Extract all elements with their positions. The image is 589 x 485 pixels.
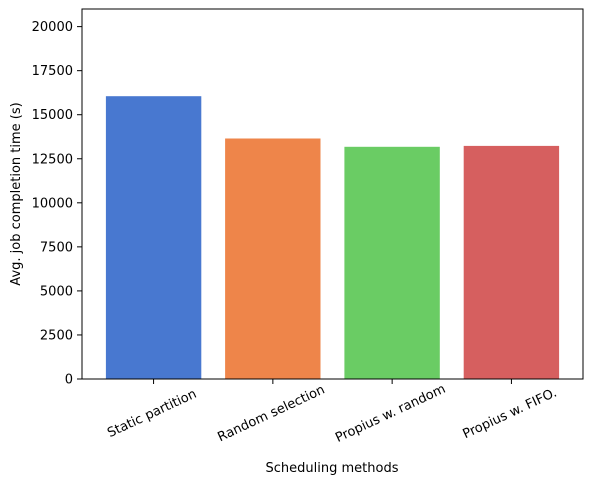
y-tick-label: 0 [65, 373, 73, 388]
bar-random-selection [225, 138, 321, 379]
y-tick-label: 7500 [40, 240, 73, 255]
x-tick-label: Propius w. random [333, 382, 448, 446]
y-tick-label: 15000 [32, 108, 73, 123]
bars-group [105, 96, 560, 379]
y-tick-label: 2500 [40, 328, 73, 343]
bar-propius-w-fifo [463, 145, 560, 379]
bar-static-partition [105, 96, 202, 379]
x-axis-label: Scheduling methods [266, 461, 399, 476]
bar-propius-w-random [344, 146, 440, 379]
x-tick-label: Propius w. FIFO. [461, 385, 560, 442]
y-tick-label: 5000 [40, 284, 73, 299]
plot-frame [81, 8, 584, 380]
x-tick-label: Random selection [216, 382, 328, 445]
x-tick-label: Static partition [105, 387, 199, 441]
x-axis: Static partition Random selection Propius … [105, 379, 559, 446]
y-tick-label: 10000 [32, 196, 73, 211]
y-axis-label: Avg. job completion time (s) [9, 102, 24, 285]
y-tick-label: 17500 [32, 64, 73, 79]
y-tick-label: 20000 [32, 20, 73, 35]
y-tick-label: 12500 [32, 152, 73, 167]
y-axis: 0 2500 5000 7500 10000 12500 15000 17500 20000 [32, 20, 82, 388]
